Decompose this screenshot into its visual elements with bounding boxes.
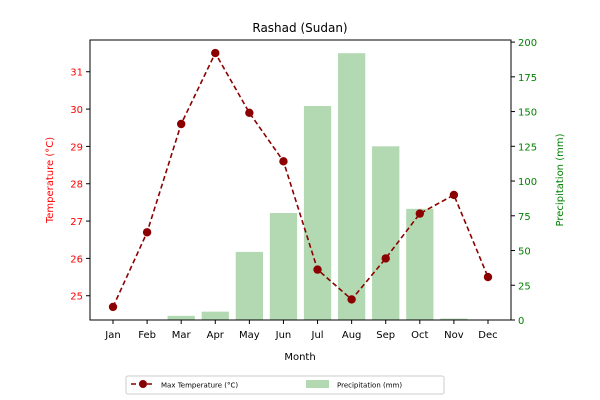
legend-label-temperature: Max Temperature (°C) — [161, 382, 238, 390]
right-tick-label: 0 — [518, 316, 524, 327]
x-tick-label: Oct — [411, 330, 428, 341]
temperature-point-sep — [381, 254, 390, 263]
right-tick-label: 75 — [518, 212, 531, 223]
x-tick-label: Sep — [376, 330, 395, 341]
temperature-point-mar — [176, 119, 186, 129]
x-tick-label: Nov — [444, 330, 464, 341]
precipitation-bar-oct — [406, 208, 434, 320]
temperature-point-jan — [108, 302, 118, 312]
tick-labels: Jan Feb Mar Apr May Jun Jul Aug Sep Oct Nov Dec 25 26… — [70, 38, 537, 341]
x-tick-label: Jun — [275, 330, 292, 341]
left-tick-label: 31 — [70, 68, 83, 79]
x-axis-label: Month — [284, 352, 315, 363]
precipitation-bar-apr — [201, 311, 229, 320]
precipitation-bar-jun — [269, 213, 298, 320]
precipitation-bar-aug — [337, 53, 366, 321]
precipitation-bar-nov — [440, 318, 468, 320]
legend-frame — [125, 375, 445, 395]
x-tick-label: Aug — [342, 330, 362, 341]
temperature-series-line — [112, 51, 489, 308]
left-tick-label: 30 — [70, 105, 83, 116]
precipitation-bar-sep — [372, 146, 400, 320]
left-tick-label: 25 — [70, 292, 83, 303]
x-tick-label: Dec — [478, 330, 497, 341]
x-tick-label: Jan — [104, 330, 120, 341]
left-tick-label: 28 — [70, 180, 83, 191]
right-axis-label: Precipitation (mm) — [555, 133, 566, 226]
x-tick-label: Jul — [311, 330, 324, 341]
precipitation-bars — [167, 53, 468, 321]
x-tick-label: Feb — [138, 330, 156, 341]
precipitation-bar-may — [235, 251, 264, 320]
right-tick-label: 175 — [518, 73, 537, 84]
temperature-point-oct — [415, 209, 425, 218]
x-tick-label: Apr — [207, 330, 225, 341]
legend-line-dot — [139, 380, 147, 388]
legend: Max Temperature (°C) Precipitation (mm) — [125, 375, 445, 395]
left-tick-label: 26 — [70, 254, 83, 265]
right-tick-label: 100 — [518, 177, 537, 188]
temperature-point-aug — [347, 295, 356, 304]
right-tick-label: 150 — [518, 108, 537, 119]
temperature-point-feb — [142, 228, 152, 237]
precipitation-bar-jul — [303, 106, 332, 320]
left-axis-label: Temperature (°C) — [45, 137, 56, 224]
precipitation-bar-mar — [167, 315, 195, 320]
x-tick-label: May — [239, 330, 260, 341]
legend-bar-swatch — [306, 380, 329, 388]
temperature-point-nov — [449, 190, 459, 200]
right-tick-label: 50 — [518, 247, 531, 258]
plot-frame — [89, 39, 512, 321]
temperature-line — [108, 48, 493, 312]
right-tick-label: 25 — [518, 281, 531, 292]
right-tick-label: 125 — [518, 142, 537, 153]
temperature-point-jul — [313, 265, 322, 274]
temperature-point-may — [245, 108, 254, 118]
right-tick-label: 200 — [518, 38, 537, 49]
x-tick-label: Mar — [172, 330, 192, 341]
axes — [86, 39, 515, 324]
left-tick-label: 27 — [70, 217, 83, 228]
legend-label-precipitation: Precipitation (mm) — [337, 382, 402, 390]
left-tick-label: 29 — [70, 142, 83, 153]
temperature-point-dec — [483, 272, 493, 282]
temperature-point-jun — [279, 157, 288, 166]
temperature-point-apr — [211, 48, 220, 58]
chart-title: Rashad (Sudan) — [252, 21, 347, 35]
